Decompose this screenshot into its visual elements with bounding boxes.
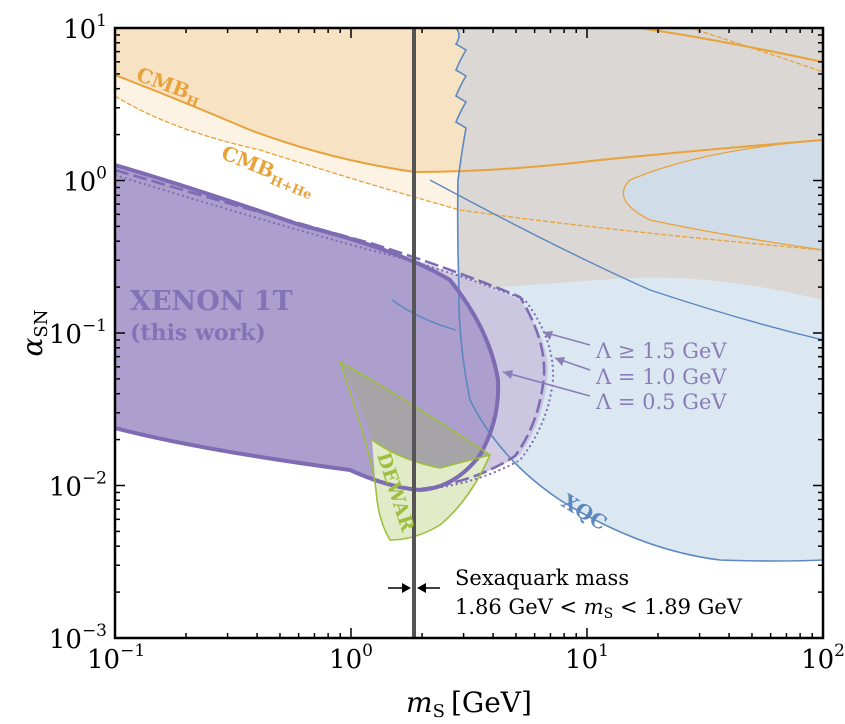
xenon-label: XENON 1T xyxy=(130,286,293,317)
y-tick-label: 10−2 xyxy=(49,469,107,503)
x-axis-label: mS [GeV] xyxy=(406,686,532,722)
axis-tick-labels: 10−1 100 101 102 10−3 10−2 10−1 100 101 xyxy=(49,11,845,675)
x-tick-label: 10−1 xyxy=(87,641,145,675)
lambda-05-arrow xyxy=(502,371,591,397)
lambda-05-arrowhead xyxy=(503,370,513,379)
lambda-15-label: Λ ≥ 1.5 GeV xyxy=(595,339,727,363)
mass-arrowhead-left xyxy=(402,583,411,593)
xqc-inner-line xyxy=(429,179,823,341)
mass-band xyxy=(412,28,416,638)
x-tick-label: 102 xyxy=(801,641,845,675)
x-tick-label: 100 xyxy=(329,641,373,675)
x-axis-sub: S xyxy=(433,701,445,722)
cmb-lens-line xyxy=(622,139,823,251)
mass-title: Sexaquark mass xyxy=(455,566,629,590)
plot-area xyxy=(115,28,823,638)
mass-annotation: Sexaquark mass 1.86 GeV < mS < 1.89 GeV xyxy=(388,566,743,622)
lambda-10-arrowhead xyxy=(555,357,565,366)
xenon-note: (this work) xyxy=(130,320,266,346)
x-axis-unit: [GeV] xyxy=(451,686,532,719)
cmb-hhe-upper-line xyxy=(689,28,823,73)
lambda-15-arrowhead xyxy=(543,331,553,340)
y-tick-label: 10−1 xyxy=(49,316,107,350)
overlap-lens xyxy=(623,140,823,250)
cmb-h-upper-line xyxy=(639,28,823,63)
lambda-10-label: Λ = 1.0 GeV xyxy=(595,365,727,389)
y-axis-label: αSN xyxy=(16,309,52,356)
mass-range: 1.86 GeV < mS < 1.89 GeV xyxy=(455,595,743,622)
x-axis-symbol: m xyxy=(406,686,433,719)
mass-arrowhead-right xyxy=(417,583,426,593)
cmb-hhe-line xyxy=(115,95,823,251)
y-axis-symbol: α xyxy=(16,338,49,357)
xqc-branch-line xyxy=(391,299,457,331)
y-tick-label: 100 xyxy=(63,164,107,198)
dewar-line xyxy=(338,360,492,541)
lambda-annotations: Λ ≥ 1.5 GeV Λ = 1.0 GeV Λ = 0.5 GeV xyxy=(502,331,727,414)
y-tick-label: 101 xyxy=(63,11,107,45)
y-axis-sub: SN xyxy=(31,309,52,337)
y-tick-label: 10−3 xyxy=(49,621,107,655)
axis-ticks xyxy=(114,27,824,639)
xenon-line xyxy=(115,163,501,493)
x-tick-label: 101 xyxy=(565,641,609,675)
xqc-line xyxy=(454,28,823,562)
lambda-05-label: Λ = 0.5 GeV xyxy=(595,390,727,414)
